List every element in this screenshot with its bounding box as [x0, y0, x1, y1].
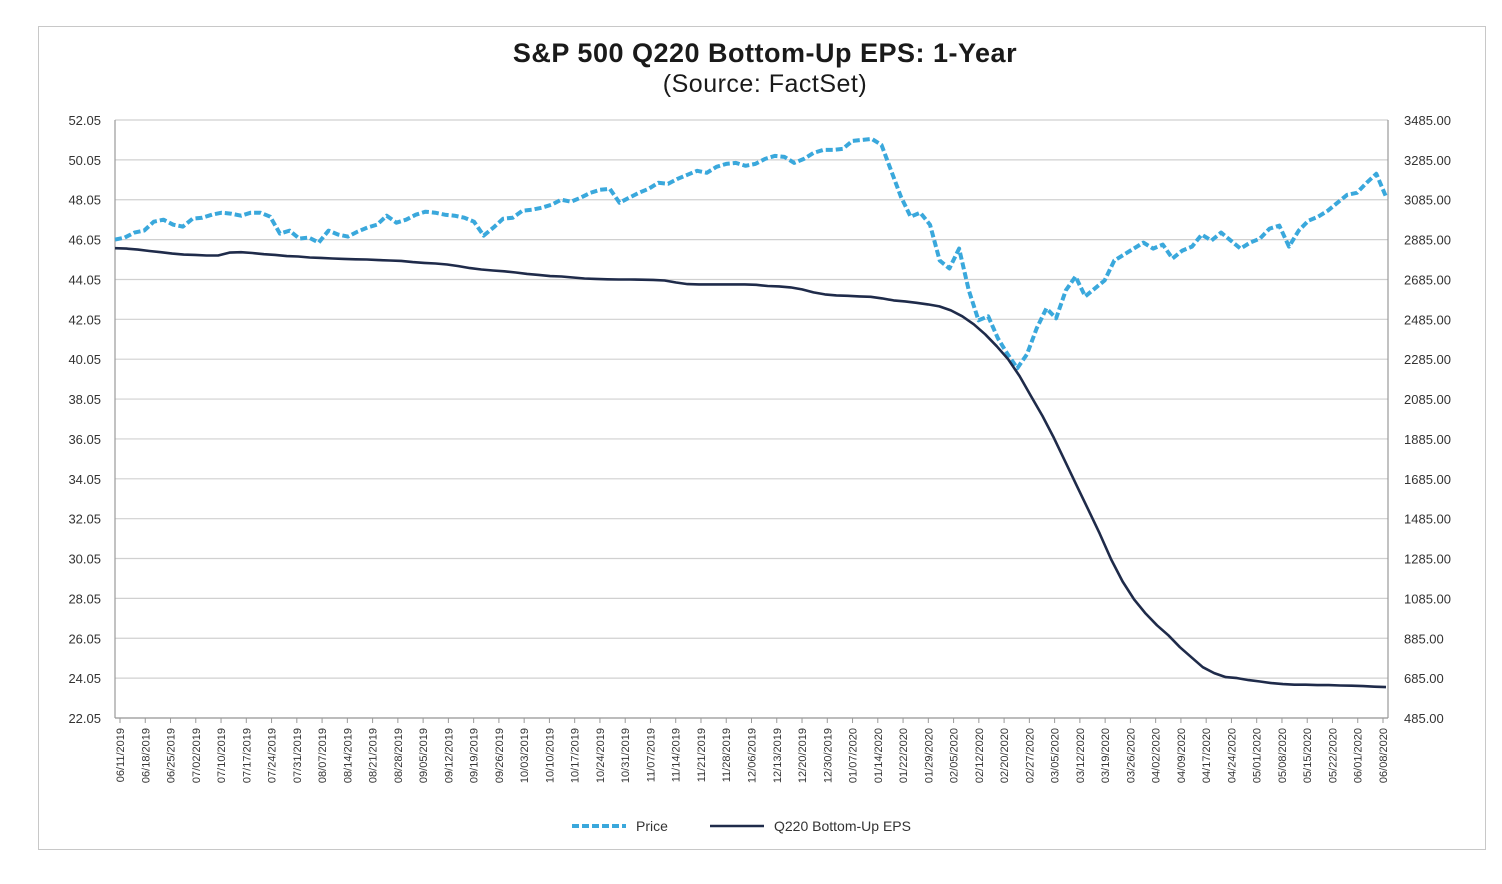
x-tick-label: 04/09/2020 — [1176, 728, 1188, 783]
x-tick-label: 01/29/2020 — [923, 728, 935, 783]
x-tick-label: 02/20/2020 — [999, 728, 1011, 783]
x-tick-label: 03/05/2020 — [1050, 728, 1062, 783]
x-tick-label: 12/13/2019 — [772, 728, 784, 783]
y-right-tick-label: 3285.00 — [1404, 153, 1451, 168]
y-right-tick-label: 2485.00 — [1404, 312, 1451, 327]
y-right-tick-label: 2685.00 — [1404, 272, 1451, 287]
x-tick-label: 08/07/2019 — [317, 728, 329, 783]
y-right-tick-label: 1685.00 — [1404, 472, 1451, 487]
x-tick-label: 12/20/2019 — [797, 728, 809, 783]
y-right-tick-label: 1485.00 — [1404, 512, 1451, 527]
y-left-tick-label: 52.05 — [68, 113, 101, 128]
x-tick-label: 07/31/2019 — [292, 728, 304, 783]
y-right-tick-label: 1885.00 — [1404, 432, 1451, 447]
x-tick-label: 09/05/2019 — [418, 728, 430, 783]
y-left-tick-label: 24.05 — [68, 671, 101, 686]
x-tick-label: 10/10/2019 — [544, 728, 556, 783]
y-right-tick-label: 1285.00 — [1404, 552, 1451, 567]
x-tick-label: 09/12/2019 — [443, 728, 455, 783]
x-tick-label: 11/07/2019 — [645, 728, 657, 782]
legend-eps-label: Q220 Bottom-Up EPS — [774, 818, 911, 834]
y-left-tick-label: 36.05 — [68, 432, 101, 447]
x-tick-label: 11/21/2019 — [696, 728, 708, 782]
x-tick-label: 12/06/2019 — [747, 728, 759, 783]
y-left-tick-label: 50.05 — [68, 153, 101, 168]
x-tick-label: 05/01/2020 — [1252, 728, 1264, 783]
y-left-tick-label: 46.05 — [68, 233, 101, 248]
y-left-tick-label: 40.05 — [68, 352, 101, 367]
y-left-tick-label: 48.05 — [68, 193, 101, 208]
y-left-tick-label: 22.05 — [68, 711, 101, 726]
x-tick-label: 05/08/2020 — [1277, 728, 1289, 783]
x-tick-label: 06/18/2019 — [140, 728, 152, 783]
y-left-tick-label: 34.05 — [68, 472, 101, 487]
y-right-tick-label: 485.00 — [1404, 711, 1444, 726]
x-tick-label: 04/02/2020 — [1151, 728, 1163, 783]
y-left-tick-label: 28.05 — [68, 591, 101, 606]
y-left-tick-label: 30.05 — [68, 552, 101, 567]
y-left-tick-label: 42.05 — [68, 312, 101, 327]
x-tick-label: 09/26/2019 — [494, 728, 506, 783]
x-tick-label: 09/19/2019 — [469, 728, 481, 783]
x-tick-label: 08/28/2019 — [393, 728, 405, 783]
x-tick-label: 03/19/2020 — [1100, 728, 1112, 783]
x-tick-label: 10/03/2019 — [519, 728, 531, 783]
x-tick-label: 03/12/2020 — [1075, 728, 1087, 783]
chart-title: S&P 500 Q220 Bottom-Up EPS: 1-Year — [512, 38, 1018, 68]
y-left-tick-label: 26.05 — [68, 631, 101, 646]
x-tick-label: 05/22/2020 — [1327, 728, 1339, 783]
x-tick-label: 07/17/2019 — [241, 728, 253, 783]
x-tick-label: 10/31/2019 — [620, 728, 632, 783]
legend-price-label: Price — [636, 818, 668, 834]
y-right-tick-label: 2285.00 — [1404, 352, 1451, 367]
y-left-tick-label: 32.05 — [68, 512, 101, 527]
x-tick-label: 04/17/2020 — [1201, 728, 1213, 783]
x-tick-label: 10/17/2019 — [570, 728, 582, 783]
x-tick-label: 02/05/2020 — [949, 728, 961, 783]
x-tick-label: 01/14/2020 — [873, 728, 885, 783]
x-tick-label: 02/12/2020 — [974, 728, 986, 783]
y-left-tick-label: 44.05 — [68, 272, 101, 287]
x-tick-label: 10/24/2019 — [595, 728, 607, 783]
x-tick-label: 11/28/2019 — [721, 728, 733, 782]
price-series-line — [114, 136, 1388, 371]
x-tick-label: 01/07/2020 — [848, 728, 860, 783]
y-left-tick-label: 38.05 — [68, 392, 101, 407]
chart-frame — [38, 26, 1486, 850]
y-right-tick-label: 685.00 — [1404, 671, 1444, 686]
y-right-tick-label: 885.00 — [1404, 631, 1444, 646]
x-tick-label: 11/14/2019 — [671, 728, 683, 782]
x-tick-label: 02/27/2020 — [1024, 728, 1036, 783]
x-tick-label: 06/01/2020 — [1353, 728, 1365, 783]
x-tick-label: 08/14/2019 — [342, 728, 354, 783]
y-right-tick-label: 2885.00 — [1404, 233, 1451, 248]
x-tick-label: 07/24/2019 — [267, 728, 279, 783]
x-tick-label: 01/22/2020 — [898, 728, 910, 783]
x-tick-label: 05/15/2020 — [1302, 728, 1314, 783]
x-tick-label: 12/30/2019 — [822, 728, 834, 783]
chart-subtitle: (Source: FactSet) — [662, 70, 868, 98]
x-tick-label: 06/08/2020 — [1378, 728, 1390, 783]
x-tick-label: 03/26/2020 — [1125, 728, 1137, 783]
x-tick-label: 06/25/2019 — [166, 728, 178, 783]
y-right-tick-label: 1085.00 — [1404, 591, 1451, 606]
x-tick-label: 06/11/2019 — [115, 728, 127, 782]
eps-series-line — [114, 246, 1387, 689]
y-right-tick-label: 3485.00 — [1404, 113, 1451, 128]
x-tick-label: 04/24/2020 — [1226, 728, 1238, 783]
y-right-tick-label: 2085.00 — [1404, 392, 1451, 407]
y-right-tick-label: 3085.00 — [1404, 193, 1451, 208]
x-tick-label: 08/21/2019 — [368, 728, 380, 783]
x-tick-label: 07/02/2019 — [191, 728, 203, 783]
x-tick-label: 07/10/2019 — [216, 728, 228, 783]
